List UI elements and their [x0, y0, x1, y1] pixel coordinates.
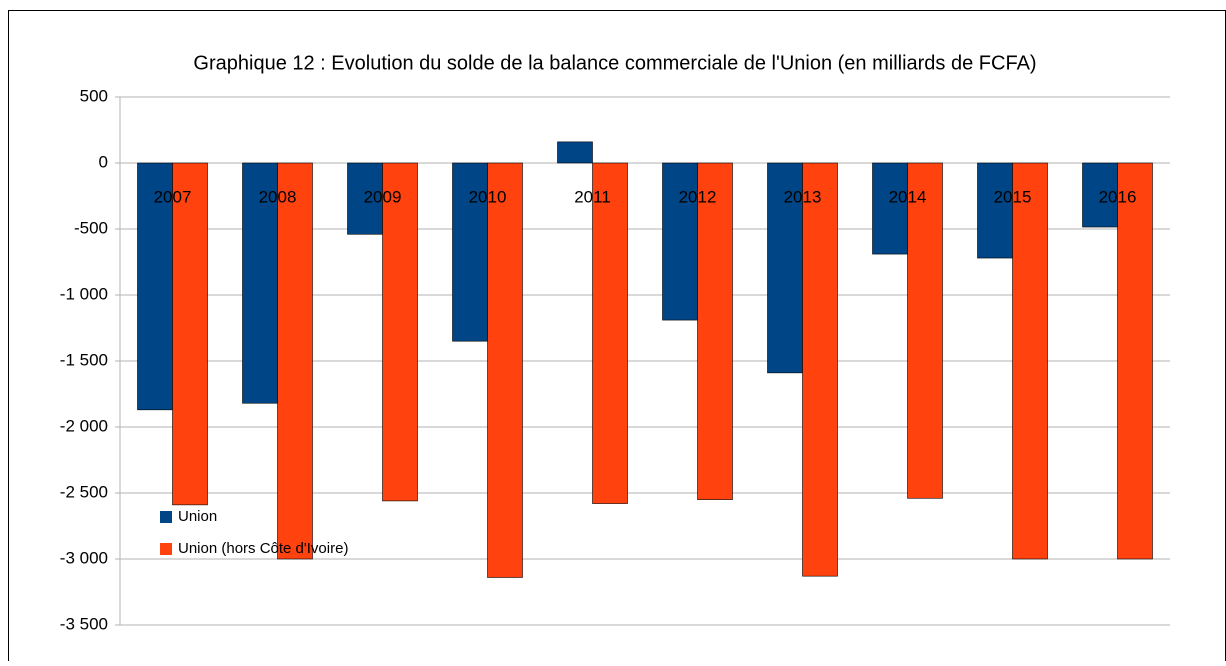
- chart-title: Graphique 12 : Evolution du solde de la …: [193, 52, 1036, 74]
- bar: [907, 162, 943, 499]
- bar: [697, 162, 733, 500]
- bar: [592, 162, 628, 504]
- legend-label: Union (hors Côte d'Ivoire): [178, 540, 348, 557]
- x-tick-label: 2013: [784, 187, 822, 206]
- y-tick-label: -2 000: [60, 416, 108, 435]
- x-tick-label: 2016: [1099, 187, 1137, 206]
- x-tick-label: 2008: [259, 187, 297, 206]
- y-tick-label: -3 000: [60, 548, 108, 567]
- y-tick-label: -1 500: [60, 350, 108, 369]
- bar: [872, 162, 908, 255]
- bar: [137, 162, 173, 411]
- x-tick-label: 2012: [679, 187, 717, 206]
- y-tick-label: -3 500: [60, 614, 108, 633]
- x-tick-label: 2014: [889, 187, 927, 206]
- x-tick-label: 2015: [994, 187, 1032, 206]
- y-tick-label: 0: [99, 152, 108, 171]
- legend-label: Union: [178, 508, 217, 525]
- y-tick-label: -500: [74, 218, 108, 237]
- bar: [662, 162, 698, 321]
- x-tick-label: 2010: [469, 187, 507, 206]
- bar: [277, 162, 313, 560]
- bar: [977, 162, 1013, 259]
- y-tick-label: 500: [80, 86, 108, 105]
- bar: [1082, 162, 1118, 228]
- bar: [242, 162, 278, 404]
- bar: [172, 162, 208, 506]
- x-tick-label: 2007: [154, 187, 192, 206]
- bar: [382, 162, 418, 502]
- legend-swatch: [160, 543, 172, 555]
- x-tick-label: 2009: [364, 187, 402, 206]
- y-tick-label: -1 000: [60, 284, 108, 303]
- legend-swatch: [160, 511, 172, 523]
- bar: [347, 162, 383, 235]
- bar: [557, 141, 593, 164]
- bar: [487, 162, 523, 578]
- y-tick-label: -2 500: [60, 482, 108, 501]
- bar: [1012, 162, 1048, 560]
- bar: [802, 162, 838, 577]
- x-tick-label: 2011: [574, 187, 611, 206]
- bar: [1117, 162, 1153, 560]
- bar: [452, 162, 488, 342]
- bar: [767, 162, 803, 374]
